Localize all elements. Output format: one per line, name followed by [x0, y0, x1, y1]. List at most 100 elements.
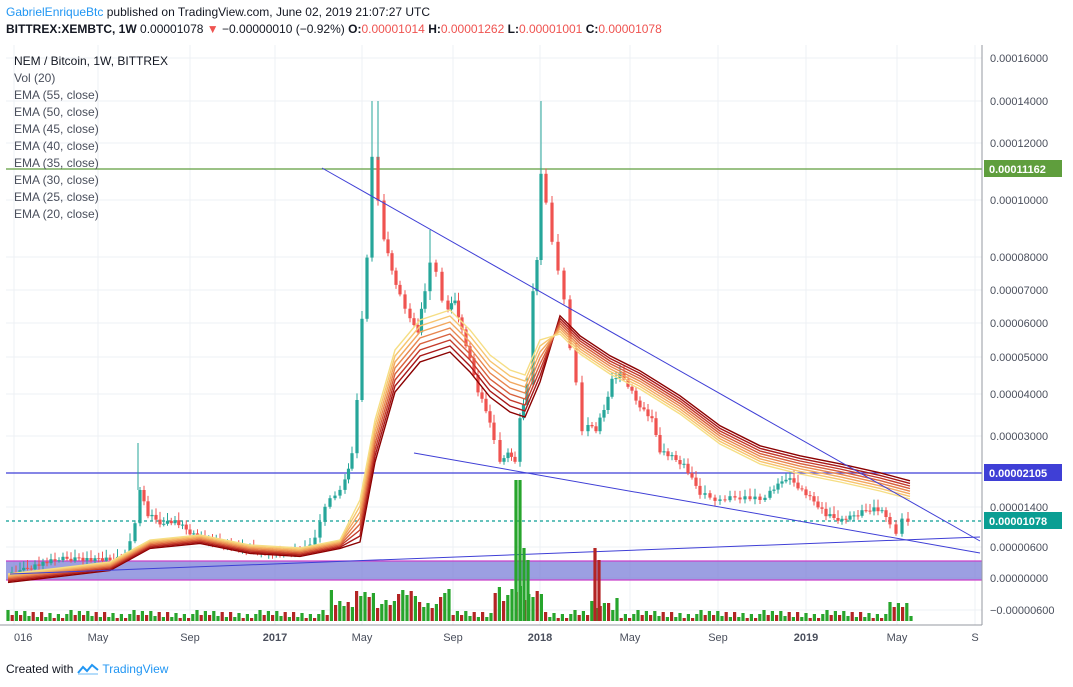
candle-body — [41, 561, 45, 566]
candle-body — [29, 568, 33, 570]
candle-body — [100, 558, 105, 561]
volume-bar — [161, 617, 165, 621]
volume-bar — [577, 615, 581, 621]
legend-indicator[interactable]: EMA (30, close) — [14, 173, 99, 187]
author-link[interactable]: GabrielEnriqueBtc — [6, 5, 104, 19]
candle-body — [860, 510, 864, 516]
candle-body — [884, 510, 888, 517]
legend-indicator[interactable]: EMA (25, close) — [14, 190, 99, 204]
volume-bar — [384, 600, 388, 621]
lower-trendline — [413, 452, 981, 554]
volume-bar — [838, 615, 842, 621]
volume-bar — [489, 613, 493, 621]
candle-body — [423, 291, 427, 309]
volume-bar — [90, 616, 94, 621]
volume-bar — [119, 614, 123, 621]
volume-bar — [871, 618, 875, 621]
candle-body — [506, 452, 510, 459]
volume-bar — [86, 611, 90, 621]
volume-bar — [418, 602, 422, 621]
x-tick-label: 2018 — [528, 632, 552, 644]
volume-bar — [308, 614, 312, 621]
candle-body — [498, 440, 502, 462]
chart-header: GabrielEnriqueBtc published on TradingVi… — [6, 4, 1066, 38]
y-tick-label: 0.00000000 — [990, 573, 1048, 585]
legend-indicator[interactable]: EMA (35, close) — [14, 156, 99, 170]
candle-body — [594, 426, 598, 432]
candle-body — [434, 262, 438, 272]
candle-body — [784, 479, 788, 482]
volume-bar — [749, 614, 753, 621]
candle-body — [370, 156, 374, 258]
ema-line — [7, 309, 911, 575]
volume-bar — [808, 618, 812, 621]
legend-indicator[interactable]: EMA (50, close) — [14, 105, 99, 119]
volume-bar — [812, 614, 816, 621]
volume-spike-bar — [597, 560, 601, 621]
volume-spike-bar — [593, 548, 597, 621]
ema-line — [7, 321, 911, 578]
volume-bar — [65, 614, 69, 621]
candle-body — [128, 541, 132, 554]
candle-body — [743, 496, 747, 500]
volume-bar — [720, 616, 724, 621]
candle-body — [906, 518, 910, 522]
ema-line — [7, 319, 911, 581]
volume-bar — [367, 597, 371, 621]
volume-bar — [275, 611, 279, 621]
candle-body — [868, 510, 872, 512]
candles — [10, 101, 910, 579]
volume-bar — [476, 617, 480, 621]
candle-body — [333, 495, 337, 499]
volume-bar — [443, 593, 447, 621]
candle-body — [733, 496, 737, 498]
volume-bar — [800, 617, 804, 621]
legend-indicator[interactable]: EMA (40, close) — [14, 139, 99, 153]
volume-bar — [632, 614, 636, 621]
chart-canvas[interactable]: 0.00016000 0.00014000 0.00012000 0.00010000… — [0, 38, 1073, 658]
y-tick-label: 0.00005000 — [990, 352, 1048, 364]
candle-body — [662, 451, 666, 453]
volume-bar — [678, 613, 682, 621]
price-chart[interactable]: 0.00016000 0.00014000 0.00012000 0.00010000… — [0, 38, 1073, 658]
candle-body — [313, 537, 317, 545]
candle-body — [394, 270, 398, 285]
candle-body — [502, 458, 506, 462]
candle-body — [169, 520, 173, 524]
candle-body — [360, 318, 364, 400]
volume-bar — [224, 617, 228, 621]
chart-legend: NEM / Bitcoin, 1W, BITTREX Vol (20) EMA … — [14, 53, 168, 223]
volume-bar — [888, 602, 892, 621]
x-tick-label: Sep — [708, 632, 728, 644]
candle-body — [328, 498, 332, 507]
volume-bar — [640, 615, 644, 621]
volume-bar — [905, 603, 909, 621]
volume-bar — [863, 617, 867, 621]
volume-bar — [653, 611, 657, 621]
candle-body — [158, 519, 162, 525]
tradingview-link[interactable]: TradingView — [77, 660, 168, 678]
candle-body — [666, 451, 670, 457]
candle-body — [728, 496, 732, 501]
candle-body — [614, 378, 618, 380]
candle-body — [85, 558, 89, 561]
candle-body — [376, 156, 380, 201]
candle-body — [808, 495, 812, 497]
volume-bar — [140, 611, 144, 621]
volume-bar — [220, 612, 224, 621]
volume-spike-bar — [518, 480, 522, 621]
volume-bar — [665, 617, 669, 621]
legend-indicator[interactable]: EMA (45, close) — [14, 122, 99, 136]
legend-indicator[interactable]: Vol (20) — [14, 71, 56, 85]
candle-body — [398, 284, 402, 295]
volume-bar — [56, 614, 60, 621]
candle-body — [876, 507, 880, 512]
candle-body — [133, 523, 137, 542]
legend-indicator[interactable]: EMA (20, close) — [14, 207, 99, 221]
candle-body — [713, 497, 717, 501]
candle-body — [177, 520, 181, 526]
volume-bar — [174, 613, 178, 621]
legend-indicator[interactable]: EMA (55, close) — [14, 88, 99, 102]
volume-bar — [73, 615, 77, 621]
volume-bar — [833, 611, 837, 621]
